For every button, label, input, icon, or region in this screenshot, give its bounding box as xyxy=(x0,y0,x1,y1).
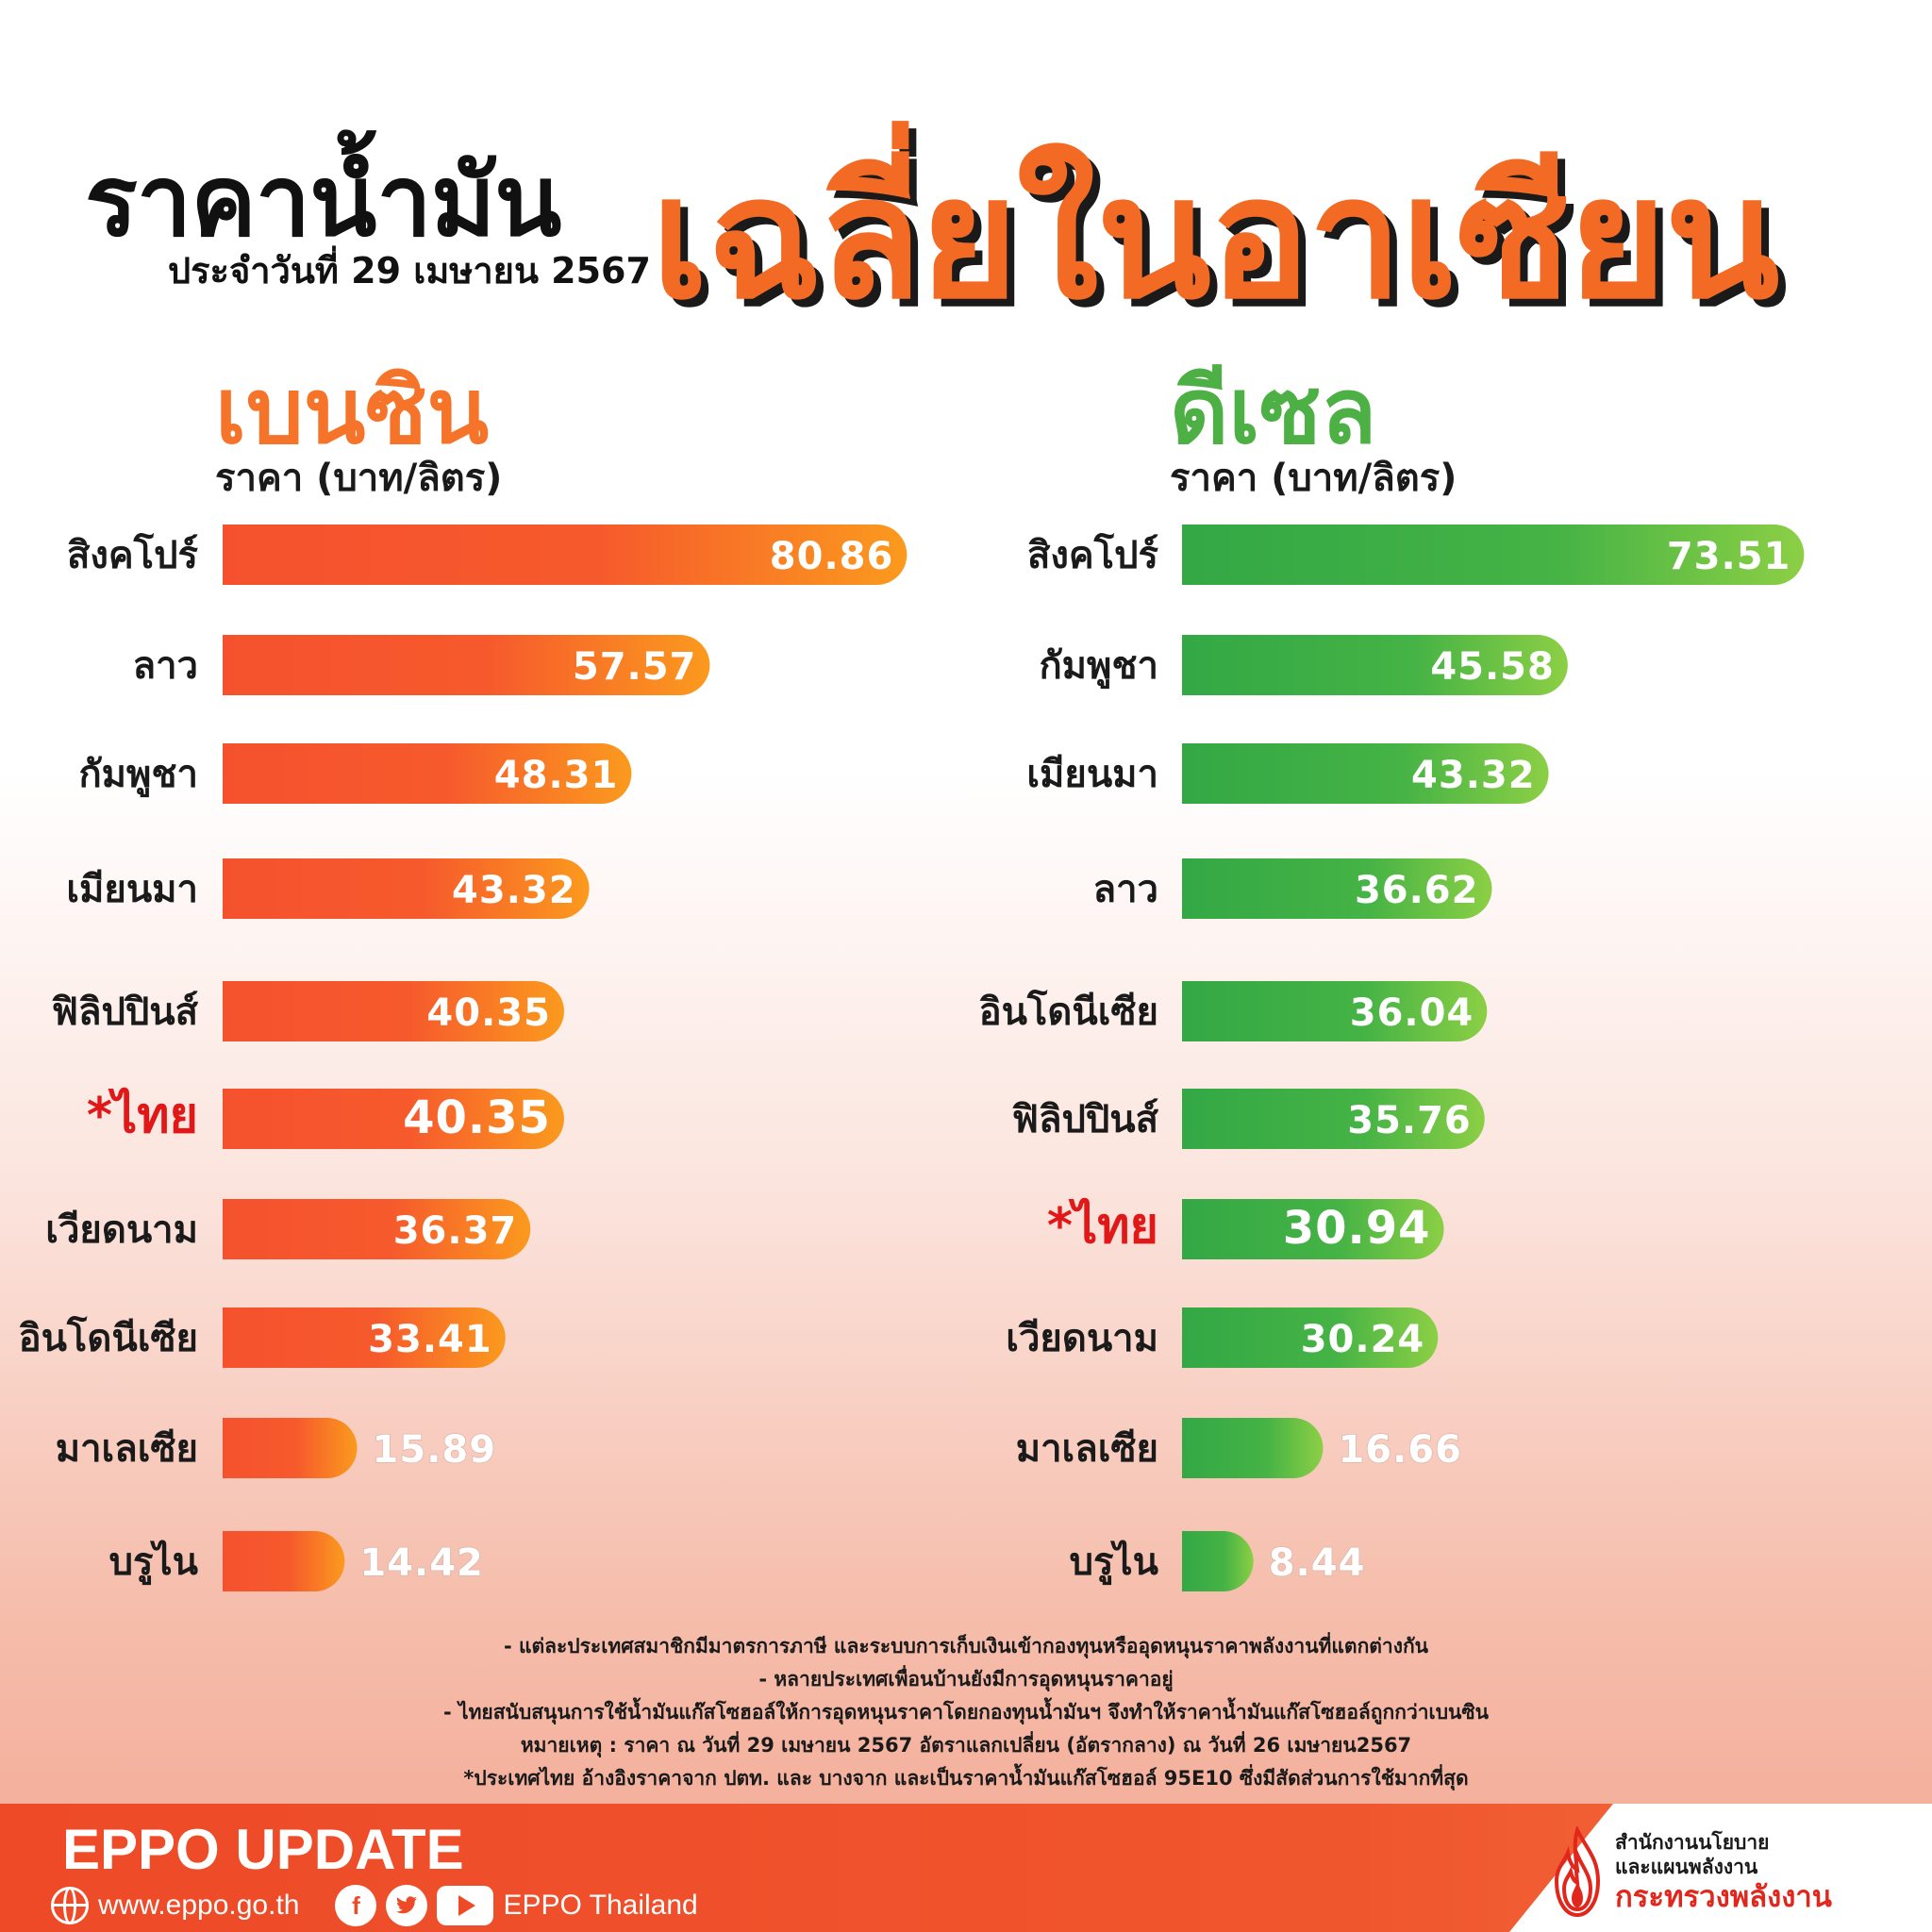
org-line-1: สำนักงานนโยบาย xyxy=(1615,1831,1770,1854)
diesel-value-label: 36.62 xyxy=(1355,869,1479,912)
diesel-value-label: 16.66 xyxy=(1338,1428,1462,1472)
diesel-category-label: กัมพูชา xyxy=(1039,644,1158,689)
globe-icon xyxy=(51,1887,89,1924)
footnotes: - แต่ละประเทศสมาชิกมีมาตรการภาษี และระบบ… xyxy=(0,1630,1932,1795)
petrol-bar xyxy=(223,1531,345,1591)
diesel-category-label: เมียนมา xyxy=(1026,753,1158,796)
diesel-bar xyxy=(1182,525,1805,585)
diesel-bar xyxy=(1182,858,1492,919)
footer-links: www.eppo.go.th f EPPO Thailand xyxy=(51,1885,698,1926)
diesel-value-label: 35.76 xyxy=(1347,1099,1472,1142)
diesel-bar-chart: สิงคโปร์ 73.51 กัมพูชา 45.58 เมียนมา 43.32 ลาว… xyxy=(979,525,1805,1591)
diesel-section-title: ดีเซล xyxy=(1170,358,1377,464)
petrol-category-label: กัมพูชา xyxy=(78,753,198,797)
petrol-value-label: 43.32 xyxy=(452,869,576,912)
ministry-name: กระทรวงพลังงาน xyxy=(1615,1880,1833,1914)
petrol-value-label: 40.35 xyxy=(403,1091,551,1144)
facebook-icon[interactable]: f xyxy=(335,1885,377,1926)
petrol-bar xyxy=(223,981,564,1041)
diesel-value-label: 8.44 xyxy=(1269,1541,1366,1585)
diesel-bar xyxy=(1182,1531,1254,1591)
diesel-value-label: 30.94 xyxy=(1283,1202,1431,1255)
diesel-category-label: ฟิลิปปินส์ xyxy=(1012,1098,1159,1141)
petrol-value-label: 40.35 xyxy=(426,991,551,1035)
footnote-line: - แต่ละประเทศสมาชิกมีมาตรการภาษี และระบบ… xyxy=(503,1635,1429,1657)
petrol-bar xyxy=(223,1089,564,1149)
title-accent: เฉลี่ยในอาเซียน xyxy=(651,141,1780,336)
footnote-line: *ประเทศไทย อ้างอิงราคาจาก ปตท. และ บางจา… xyxy=(463,1767,1469,1790)
diesel-bar xyxy=(1182,1307,1439,1368)
website-link[interactable]: www.eppo.go.th xyxy=(98,1890,300,1921)
diesel-value-label: 73.51 xyxy=(1667,535,1791,578)
petrol-bar-chart: สิงคโปร์ 80.86 ลาว 57.57 กัมพูชา 48.31 เมียนมา… xyxy=(19,525,908,1591)
diesel-category-label: เวียดนาม xyxy=(1006,1317,1158,1360)
diesel-value-label: 45.58 xyxy=(1430,645,1555,689)
diesel-bar xyxy=(1182,981,1488,1041)
petrol-bar xyxy=(223,1199,531,1259)
diesel-value-label: 30.24 xyxy=(1301,1318,1425,1361)
footer-brand: EPPO UPDATE xyxy=(62,1818,464,1881)
title-main: ราคาน้ำมัน xyxy=(85,143,561,258)
diesel-bar xyxy=(1182,1199,1444,1259)
fuel-price-charts: สิงคโปร์ 80.86 ลาว 57.57 กัมพูชา 48.31 เมียนมา… xyxy=(19,525,1805,1591)
diesel-category-label: ลาว xyxy=(1093,868,1158,911)
diesel-category-label: อินโดนีเซีย xyxy=(979,990,1158,1034)
petrol-category-label: *ไทย xyxy=(87,1087,198,1144)
petrol-category-label: ลาว xyxy=(133,644,198,688)
diesel-category-label: บรูไน xyxy=(1070,1540,1158,1585)
petrol-category-label: บรูไน xyxy=(109,1540,198,1585)
footnote-line: - ไทยสนับสนุนการใช้น้ำมันแก๊สโซฮอล์ให้กา… xyxy=(443,1701,1489,1724)
petrol-category-label: เวียดนาม xyxy=(45,1208,198,1252)
org-name: สำนักงานนโยบาย และแผนพลังงาน กระทรวงพลัง… xyxy=(1615,1830,1832,1915)
diesel-category-label: สิงคโปร์ xyxy=(1027,533,1159,577)
petrol-unit-label: ราคา (บาท/ลิตร) xyxy=(215,457,503,500)
flame-logo-icon xyxy=(1554,1826,1601,1918)
petrol-category-label: ฟิลิปปินส์ xyxy=(52,991,199,1034)
petrol-bar xyxy=(223,858,590,919)
petrol-category-label: อินโดนีเซีย xyxy=(19,1316,198,1360)
petrol-value-label: 48.31 xyxy=(494,754,619,797)
diesel-bar xyxy=(1182,635,1568,695)
twitter-icon[interactable] xyxy=(386,1885,428,1926)
petrol-bar xyxy=(223,1307,506,1368)
petrol-category-label: สิงคโปร์ xyxy=(67,533,199,577)
petrol-value-label: 15.89 xyxy=(373,1428,497,1472)
footnote-line: หมายเหตุ : ราคา ณ วันที่ 29 เมษายน 2567 … xyxy=(520,1734,1412,1757)
petrol-bar xyxy=(223,635,710,695)
youtube-icon[interactable] xyxy=(437,1886,494,1925)
petrol-value-label: 57.57 xyxy=(573,645,697,689)
petrol-value-label: 33.41 xyxy=(368,1318,492,1361)
diesel-bar xyxy=(1182,1089,1485,1149)
footnote-line: - หลายประเทศเพื่อนบ้านยังมีการอุดหนุนราค… xyxy=(758,1668,1174,1690)
diesel-bar xyxy=(1182,743,1549,804)
petrol-value-label: 14.42 xyxy=(359,1541,484,1585)
petrol-bar xyxy=(223,743,632,804)
diesel-bar xyxy=(1182,1418,1324,1478)
diesel-unit-label: ราคา (บาท/ลิตร) xyxy=(1170,457,1457,500)
petrol-value-label: 36.37 xyxy=(393,1209,518,1253)
petrol-section-title: เบนซิน xyxy=(215,358,490,464)
title-date: ประจำวันที่ 29 เมษายน 2567 xyxy=(168,250,651,291)
diesel-category-label: มาเลเซีย xyxy=(1016,1427,1158,1471)
petrol-bar xyxy=(223,1418,358,1478)
diesel-category-label: *ไทย xyxy=(1047,1197,1158,1255)
org-line-2: และแผนพลังงาน xyxy=(1615,1856,1758,1878)
social-name: EPPO Thailand xyxy=(503,1890,698,1921)
petrol-bar xyxy=(223,525,908,585)
petrol-category-label: เมียนมา xyxy=(66,868,198,911)
diesel-value-label: 36.04 xyxy=(1350,991,1474,1035)
diesel-value-label: 43.32 xyxy=(1411,754,1536,797)
petrol-value-label: 80.86 xyxy=(770,535,894,578)
petrol-category-label: มาเลเซีย xyxy=(56,1427,198,1471)
